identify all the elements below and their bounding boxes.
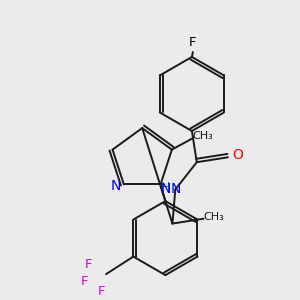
Text: F: F bbox=[189, 36, 196, 49]
Text: F: F bbox=[81, 275, 88, 288]
Text: CH₃: CH₃ bbox=[203, 212, 224, 222]
Text: H: H bbox=[161, 181, 170, 194]
Text: N: N bbox=[111, 179, 121, 194]
Text: F: F bbox=[98, 285, 105, 298]
Text: N: N bbox=[160, 182, 171, 197]
Text: CH₃: CH₃ bbox=[193, 131, 213, 141]
Text: N: N bbox=[170, 182, 181, 197]
Text: O: O bbox=[232, 148, 243, 162]
Text: F: F bbox=[85, 258, 92, 271]
